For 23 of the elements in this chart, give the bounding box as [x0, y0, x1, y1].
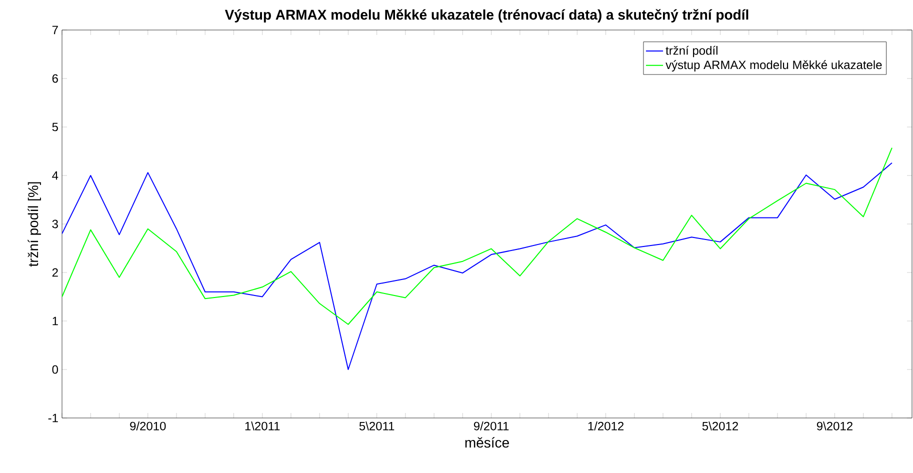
y-tick-label: 2: [52, 268, 58, 277]
x-tick-label: 9\2012: [816, 422, 852, 430]
y-tick-label: 4: [52, 171, 58, 180]
y-axis-title: tržní podíl [%]: [28, 182, 41, 267]
x-tick-label: 1\2011: [245, 422, 280, 430]
legend-label: tržní podíl: [666, 46, 718, 58]
y-tick-label: -1: [48, 414, 58, 422]
x-tick-label: 9/2010: [130, 422, 166, 430]
x-tick-label: 5\2011: [359, 422, 394, 430]
y-tick-label: 0: [52, 365, 58, 374]
y-tick-label: 6: [52, 74, 58, 83]
line-series: [62, 147, 892, 325]
y-tick-label: 3: [52, 220, 58, 228]
y-tick-label: 1: [52, 316, 58, 326]
line-series: [62, 162, 892, 370]
x-tick-label: 1/2012: [588, 422, 624, 430]
legend-label: výstup ARMAX modelu Měkké ukazatele: [666, 60, 882, 72]
y-tick-label: 5: [52, 122, 58, 132]
x-tick-label: 9/2011: [474, 422, 509, 430]
y-tick-label: 7: [52, 26, 58, 34]
chart-title: Výstup ARMAX modelu Měkké ukazatele (trénovací data) a skutečný tržní podíl: [224, 9, 748, 22]
x-tick-label: 5\2012: [702, 422, 738, 430]
x-axis-title: měsíce: [465, 437, 509, 448]
